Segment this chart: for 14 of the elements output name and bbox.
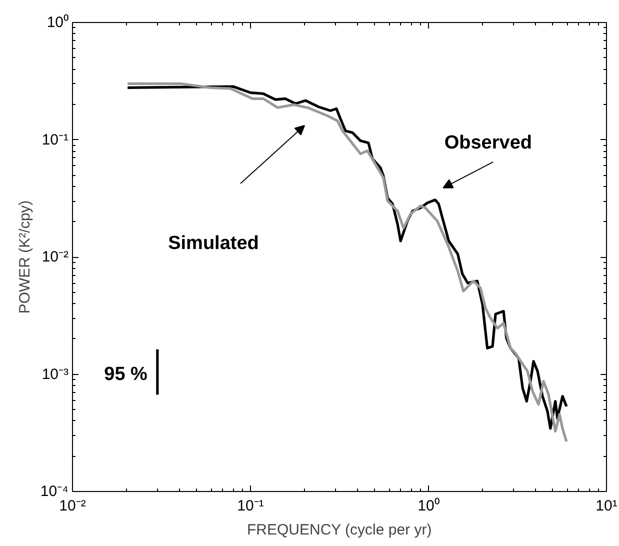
y-tick-label: 10⁻² (42, 248, 69, 266)
annotation: Observed (444, 132, 532, 154)
x-tick-label: 10⁻¹ (237, 498, 264, 514)
annotation: Simulated (168, 233, 259, 254)
y-tick-label: 10⁻⁴ (40, 483, 69, 500)
x-tick-label: 10⁻² (59, 498, 86, 514)
y-tick-label: 10⁰ (46, 14, 69, 31)
x-tick-label: 10⁰ (418, 498, 440, 514)
annotation: 95 % (104, 364, 148, 385)
y-tick-label: 10⁻¹ (42, 131, 69, 148)
x-tick-label: 10¹ (596, 498, 618, 514)
y-axis-title: POWER (K²/cpy) (16, 200, 34, 314)
x-axis-title: FREQUENCY (cycle per yr) (246, 522, 432, 538)
y-tick-label: 10⁻³ (42, 366, 69, 383)
